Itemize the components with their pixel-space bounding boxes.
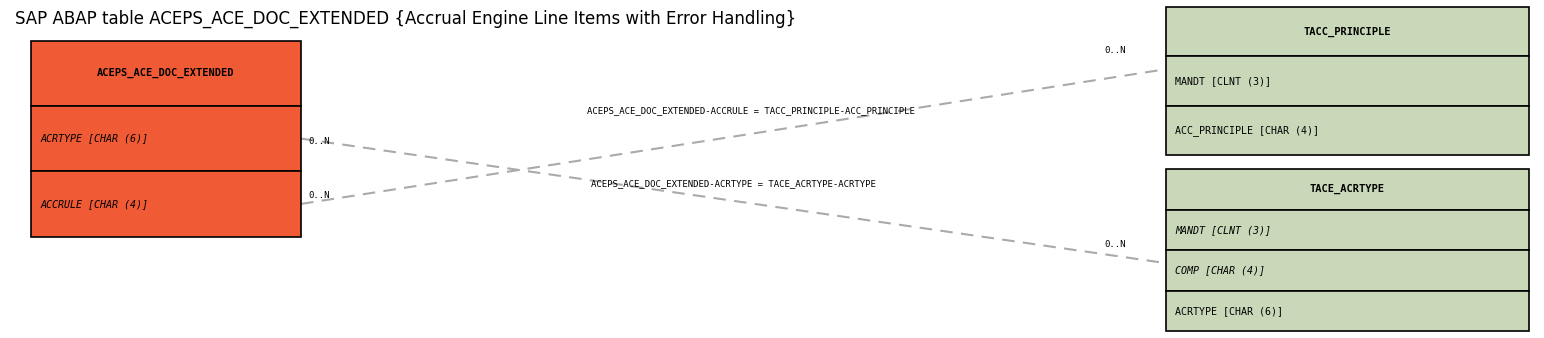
Text: ACRTYPE [CHAR (6)]: ACRTYPE [CHAR (6)] [1175,306,1283,316]
Text: ACRTYPE [CHAR (6)]: ACRTYPE [CHAR (6)] [40,134,148,144]
Text: SAP ABAP table ACEPS_ACE_DOC_EXTENDED {Accrual Engine Line Items with Error Hand: SAP ABAP table ACEPS_ACE_DOC_EXTENDED {A… [15,10,797,28]
Bar [1166,169,1529,210]
Text: COMP [CHAR (4)]: COMP [CHAR (4)] [1175,265,1265,275]
Text: TACE_ACRTYPE: TACE_ACRTYPE [1309,184,1385,194]
Bar [1166,250,1529,291]
Text: 0..N: 0..N [309,191,330,200]
Bar [31,41,301,106]
Text: ACEPS_ACE_DOC_EXTENDED: ACEPS_ACE_DOC_EXTENDED [97,68,235,78]
Text: 0..N: 0..N [309,138,330,146]
Text: 0..N: 0..N [1104,240,1126,249]
Bar [1166,56,1529,106]
Bar [1166,210,1529,250]
Bar [1166,7,1529,56]
Bar [31,171,301,237]
Bar [31,106,301,171]
Text: MANDT [CLNT (3)]: MANDT [CLNT (3)] [1175,225,1271,235]
Text: ACEPS_ACE_DOC_EXTENDED-ACCRULE = TACC_PRINCIPLE-ACC_PRINCIPLE: ACEPS_ACE_DOC_EXTENDED-ACCRULE = TACC_PR… [587,106,914,115]
Text: MANDT [CLNT (3)]: MANDT [CLNT (3)] [1175,76,1271,86]
Bar [1166,291,1529,331]
Text: ACC_PRINCIPLE [CHAR (4)]: ACC_PRINCIPLE [CHAR (4)] [1175,125,1319,136]
Text: TACC_PRINCIPLE: TACC_PRINCIPLE [1303,26,1391,37]
Text: ACEPS_ACE_DOC_EXTENDED-ACRTYPE = TACE_ACRTYPE-ACRTYPE: ACEPS_ACE_DOC_EXTENDED-ACRTYPE = TACE_AC… [591,179,875,189]
Bar [1166,106,1529,155]
Text: ACCRULE [CHAR (4)]: ACCRULE [CHAR (4)] [40,199,148,209]
Text: 0..N: 0..N [1104,46,1126,55]
